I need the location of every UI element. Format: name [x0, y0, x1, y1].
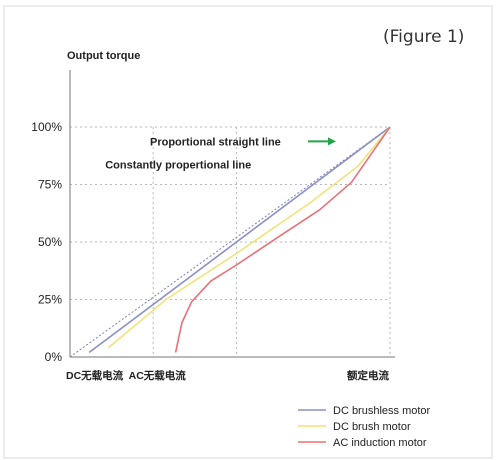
y-axis-label: Output torque	[67, 50, 140, 62]
x-tick-label: DC无载电流	[66, 369, 124, 382]
x-tick-label: AC无载电流	[129, 369, 187, 382]
y-tick-label: 25%	[38, 293, 62, 307]
y-tick-label: 50%	[38, 235, 62, 249]
y-tick-label: 0%	[45, 350, 63, 364]
legend-label-1: DC brushless motor	[333, 405, 431, 417]
figure-border	[4, 6, 492, 458]
figure-label: (Figure 1)	[383, 27, 464, 47]
y-tick-label: 75%	[38, 178, 62, 192]
annotation-label: Constantly propertional line	[105, 159, 251, 171]
legend-label-2: DC brush motor	[333, 421, 411, 433]
x-tick-label: 额定电流	[346, 369, 389, 382]
annotation-label: Proportional straight line	[150, 136, 281, 148]
legend-label-3: AC induction motor	[333, 437, 427, 449]
y-tick-label: 100%	[31, 120, 62, 134]
